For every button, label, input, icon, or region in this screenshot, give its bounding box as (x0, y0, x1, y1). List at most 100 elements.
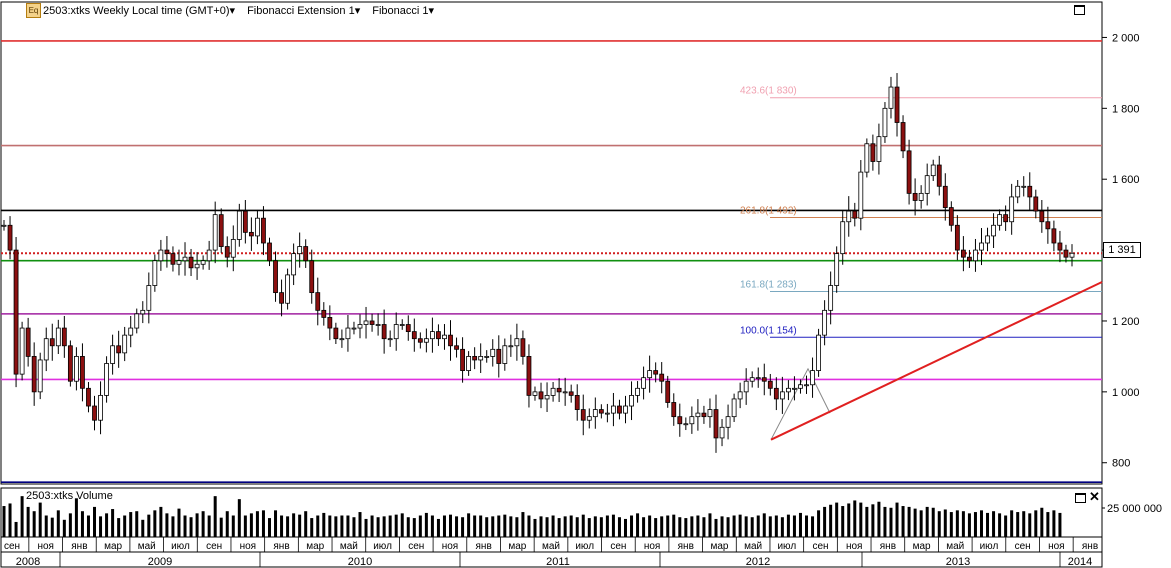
candle-body (942, 185, 948, 208)
volume-bar (249, 513, 253, 537)
volume-bar (967, 513, 971, 537)
candle-body (900, 122, 906, 152)
candle-body (761, 377, 767, 382)
price-tick-label: 2 000 (1112, 32, 1140, 44)
volume-bar (1004, 515, 1008, 537)
candle-body (466, 356, 472, 371)
volume-bar (986, 512, 990, 537)
candle-body (611, 405, 616, 414)
candle-body (991, 224, 996, 237)
candle-body (381, 324, 387, 340)
close-volume-panel-icon[interactable]: ✕ (1089, 489, 1100, 504)
year-label: 2009 (148, 556, 172, 568)
volume-bar (973, 512, 977, 537)
candle-body (888, 86, 894, 109)
month-label: сен (4, 541, 20, 552)
candle-body (1015, 185, 1021, 198)
candle-body (309, 260, 315, 294)
volume-bar (135, 511, 139, 537)
volume-bar (835, 502, 839, 537)
volume-bar (660, 516, 664, 537)
volume-bar (509, 516, 513, 537)
symbol-selector[interactable]: 2503:xtks Weekly Local time (GMT+0)▾ (43, 4, 236, 17)
volume-bar (931, 507, 935, 537)
candle-body (303, 246, 309, 262)
volume-bar (298, 514, 302, 537)
candle-body (755, 377, 761, 380)
candle-body (743, 380, 749, 393)
candle-body (430, 331, 435, 340)
volume-bar (388, 515, 392, 537)
candle-body (586, 416, 592, 421)
fibonacci-indicator[interactable]: Fibonacci 1▾ (372, 4, 434, 17)
candle-body (255, 217, 260, 237)
volume-bar (792, 515, 796, 537)
candle-body (279, 292, 284, 304)
year-label: 2010 (348, 556, 372, 568)
volume-bar (654, 518, 658, 537)
candle-body (25, 327, 31, 357)
candle-body (671, 402, 677, 418)
volume-bar (479, 515, 483, 537)
candle-body (707, 409, 713, 418)
candle-body (550, 387, 556, 396)
candle-body (810, 370, 815, 386)
candle-body (960, 249, 966, 258)
month-label: сен (206, 541, 222, 552)
volume-bar (8, 503, 12, 537)
maximize-volume-panel-icon[interactable] (1075, 493, 1086, 503)
volume-bar (111, 509, 115, 537)
candle-body (641, 377, 646, 389)
candle-body (665, 380, 671, 403)
volume-bar (201, 511, 205, 537)
candle-body (423, 338, 429, 343)
volume-bar (636, 513, 640, 537)
candle-body (236, 210, 242, 240)
fib-extension-indicator[interactable]: Fibonacci Extension 1▾ (247, 4, 361, 17)
chart-type-icon[interactable]: Eq (26, 3, 41, 18)
candle-body (375, 324, 381, 326)
month-label: янв (71, 541, 87, 552)
candle-body (411, 331, 417, 340)
candle-body (798, 384, 803, 389)
volume-bar (177, 508, 181, 537)
candle-body (472, 356, 478, 361)
maximize-price-panel-icon[interactable] (1074, 5, 1085, 15)
volume-bar (750, 517, 754, 537)
candle-body (954, 224, 960, 251)
month-label: янв (1082, 541, 1098, 552)
candle-body (719, 426, 725, 439)
volume-bar (183, 515, 187, 537)
volume-bar (93, 506, 97, 537)
year-label: 2011 (546, 556, 570, 568)
volume-bar (38, 502, 42, 537)
volume-bar (678, 517, 682, 537)
volume-bar (623, 518, 627, 537)
volume-bar (955, 510, 959, 537)
candle-body (176, 260, 182, 265)
volume-bar (732, 515, 736, 537)
volume-bar (575, 517, 579, 537)
price-tick-label: 1 200 (1112, 316, 1140, 328)
volume-bar (859, 502, 863, 537)
candle-body (405, 324, 411, 333)
month-label: июл (980, 541, 999, 552)
volume-bar (666, 515, 670, 537)
candle-body (43, 338, 49, 361)
month-label: янв (880, 541, 896, 552)
volume-bar (883, 506, 887, 537)
candle-body (918, 192, 924, 201)
candle-body (737, 391, 743, 400)
fib-extension-label: 261.8(1 492) (740, 205, 797, 216)
volume-bar (406, 517, 410, 537)
month-label: сен (1015, 541, 1031, 552)
volume-bar (690, 516, 694, 537)
month-label: май (744, 541, 762, 552)
candle-body (562, 391, 568, 394)
candle-body (635, 387, 640, 396)
volume-bar (895, 502, 899, 537)
candle-body (864, 143, 870, 173)
candle-body (725, 416, 731, 428)
candle-body (285, 274, 290, 304)
candle-body (713, 409, 719, 439)
